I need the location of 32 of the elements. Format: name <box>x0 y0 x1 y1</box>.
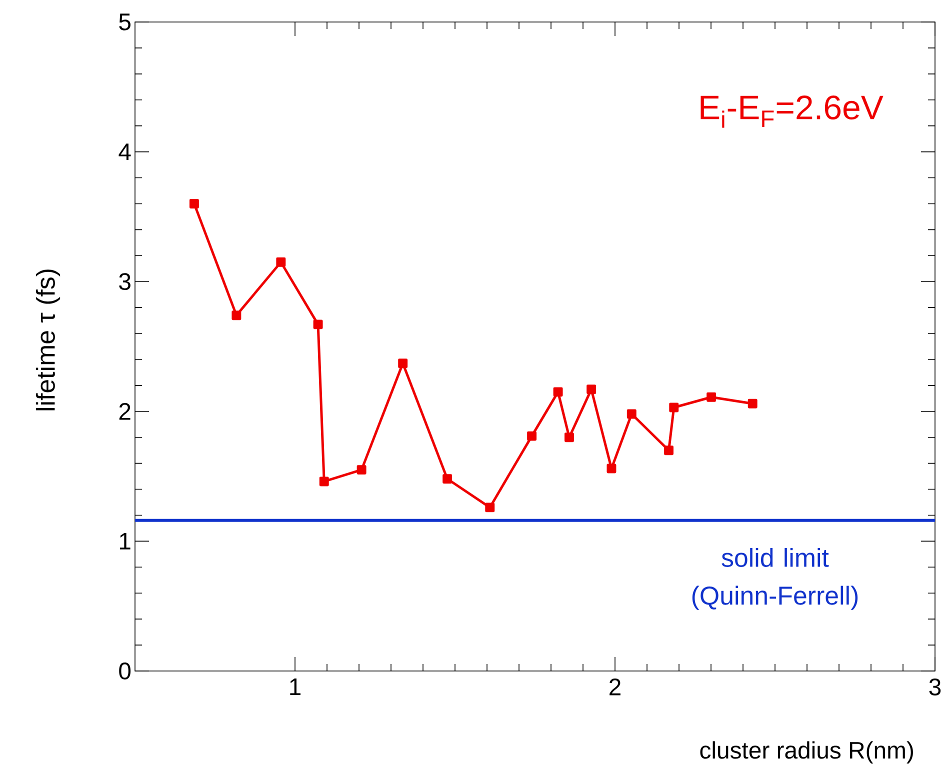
y-tick-label: 4 <box>118 144 131 160</box>
point <box>706 392 716 402</box>
point <box>276 257 286 267</box>
point <box>564 432 574 442</box>
point <box>664 446 674 456</box>
point <box>748 398 758 408</box>
y-tick-label: 5 <box>119 14 130 30</box>
y-tick-label: 0 <box>119 662 131 680</box>
point <box>319 476 329 486</box>
y-tick-label: 2 <box>119 403 130 420</box>
point <box>189 198 199 208</box>
point <box>442 474 452 484</box>
x-axis-title: cluster radius R(nm) <box>700 741 913 764</box>
point <box>586 384 596 394</box>
point <box>356 465 366 475</box>
annotation: E$_{i}$-E$_{F}$=2.6eV <box>700 96 884 128</box>
point <box>606 464 616 474</box>
point <box>553 387 563 397</box>
x-tick-label: 1 <box>290 678 300 695</box>
point <box>485 502 495 512</box>
point <box>232 310 242 320</box>
y-tick-label: 1 <box>120 532 130 550</box>
x-tick-label: 3 <box>929 678 941 696</box>
x-tick-label: 2 <box>610 678 620 696</box>
y-tick-label: 3 <box>119 273 130 290</box>
y-axis-title: lifetime τ (fs) <box>36 270 60 410</box>
point <box>626 409 636 419</box>
ref-line-label: solid limit (Quinn-Ferrell) <box>692 548 858 610</box>
point <box>669 402 679 412</box>
point <box>313 320 323 330</box>
point <box>398 358 408 368</box>
point <box>527 431 537 441</box>
